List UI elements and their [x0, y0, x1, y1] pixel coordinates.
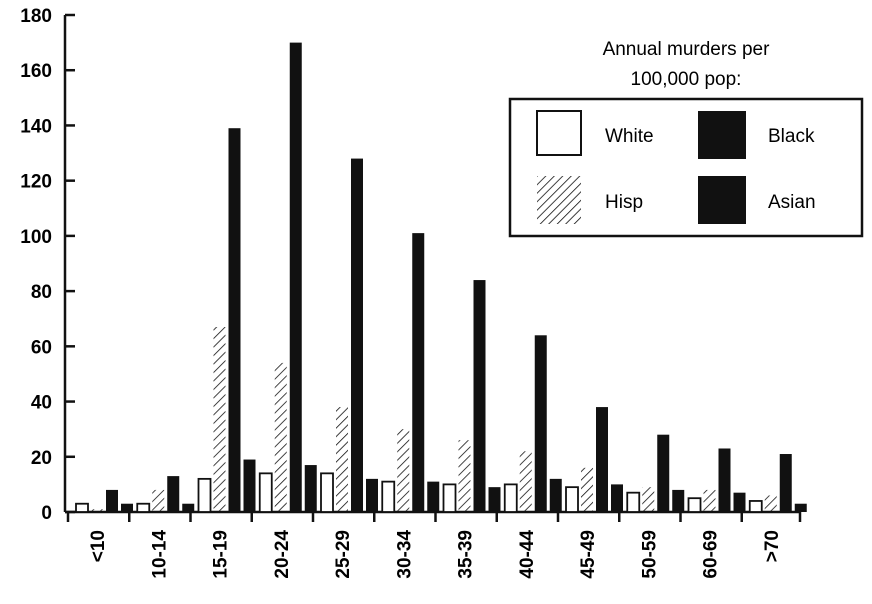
bar-asian: [366, 478, 378, 512]
legend-swatch-asian: [698, 176, 746, 224]
bar-hisp: [91, 509, 103, 512]
bar-white: [503, 483, 518, 513]
bar-hisp: [213, 327, 226, 512]
bar-asian: [304, 465, 317, 512]
bar-hisp: [336, 407, 348, 512]
bar-asian: [794, 503, 807, 512]
legend-label-hisp: Hisp: [605, 192, 643, 213]
bar-black: [473, 280, 486, 512]
legend-label-white: White: [605, 126, 654, 147]
y-tick-label: 180: [20, 6, 52, 27]
legend-swatch-hisp: [537, 176, 581, 224]
y-tick-label: 40: [31, 393, 52, 414]
legend-title-line1: Annual murders per: [603, 39, 771, 60]
bar-black: [106, 489, 118, 512]
x-tick-label: 60-69: [701, 530, 722, 579]
y-tick-label: 140: [20, 116, 52, 137]
x-tick-label: 25-29: [333, 530, 354, 579]
bar-hisp: [519, 451, 532, 512]
legend-swatch-black: [698, 111, 746, 159]
bar-white: [136, 502, 151, 513]
bar-hisp: [458, 440, 471, 512]
bar-asian: [243, 459, 256, 512]
x-tick-label: <10: [88, 530, 109, 562]
bar-asian: [611, 484, 623, 512]
bar-white: [565, 486, 579, 513]
bar-asian: [427, 481, 440, 512]
x-tick-label: 35-39: [456, 530, 477, 579]
bar-hisp: [703, 489, 716, 512]
bar-white: [320, 472, 334, 513]
bar-black: [228, 128, 241, 512]
y-tick-label: 120: [20, 172, 52, 193]
bar-white: [442, 483, 457, 513]
bar-white: [258, 472, 273, 513]
bar-asian: [182, 503, 195, 512]
x-tick-label: 10-14: [149, 530, 170, 579]
bar-black: [167, 476, 180, 512]
x-tick-label: 45-49: [578, 530, 599, 579]
legend-title-line2: 100,000 pop:: [631, 69, 742, 90]
bar-white: [197, 477, 212, 513]
y-tick-label: 20: [31, 448, 52, 469]
bar-asian: [672, 489, 685, 512]
bar-white: [626, 491, 641, 513]
bar-asian: [488, 487, 501, 512]
y-tick-label: 160: [20, 61, 52, 82]
bar-hisp: [274, 362, 287, 512]
bar-black: [657, 434, 670, 512]
x-tick-label: 20-24: [272, 530, 293, 579]
x-tick-label: 50-59: [639, 530, 660, 579]
y-tick-label: 80: [31, 282, 52, 303]
x-tick-label: 15-19: [211, 530, 232, 579]
bar-black: [596, 407, 608, 512]
y-tick-label: 0: [41, 503, 52, 524]
bar-hisp: [581, 467, 593, 512]
bar-hisp: [397, 429, 410, 512]
bar-white: [381, 480, 396, 513]
bar-hisp: [152, 489, 165, 512]
bar-black: [779, 454, 792, 512]
bar-black: [412, 233, 425, 512]
y-tick-label: 100: [20, 227, 52, 248]
bars: [75, 42, 807, 513]
y-tick-label: 60: [31, 337, 52, 358]
legend-label-asian: Asian: [768, 192, 816, 213]
bar-black: [534, 335, 547, 512]
x-tick-label: 40-44: [517, 530, 538, 579]
bar-black: [718, 448, 731, 512]
bar-black: [289, 42, 302, 512]
bar-white: [748, 500, 763, 513]
bar-hisp: [642, 487, 655, 512]
bar-white: [687, 497, 702, 513]
x-tick-label: 30-34: [394, 530, 415, 579]
x-tick-label: >70: [762, 530, 783, 562]
bar-asian: [121, 503, 133, 512]
legend: Annual murders per 100,000 pop: White Bl…: [508, 39, 864, 238]
bar-hisp: [764, 495, 777, 512]
bar-asian: [733, 492, 746, 512]
bar-asian: [549, 478, 562, 512]
legend-label-black: Black: [768, 126, 815, 147]
axes: 0 20 40 60 80 100 120 140 160 180 <10 10-14 15-19 20-…: [20, 6, 802, 579]
bar-black: [351, 158, 363, 513]
legend-swatch-white: [536, 110, 582, 156]
bar-white: [75, 502, 89, 513]
